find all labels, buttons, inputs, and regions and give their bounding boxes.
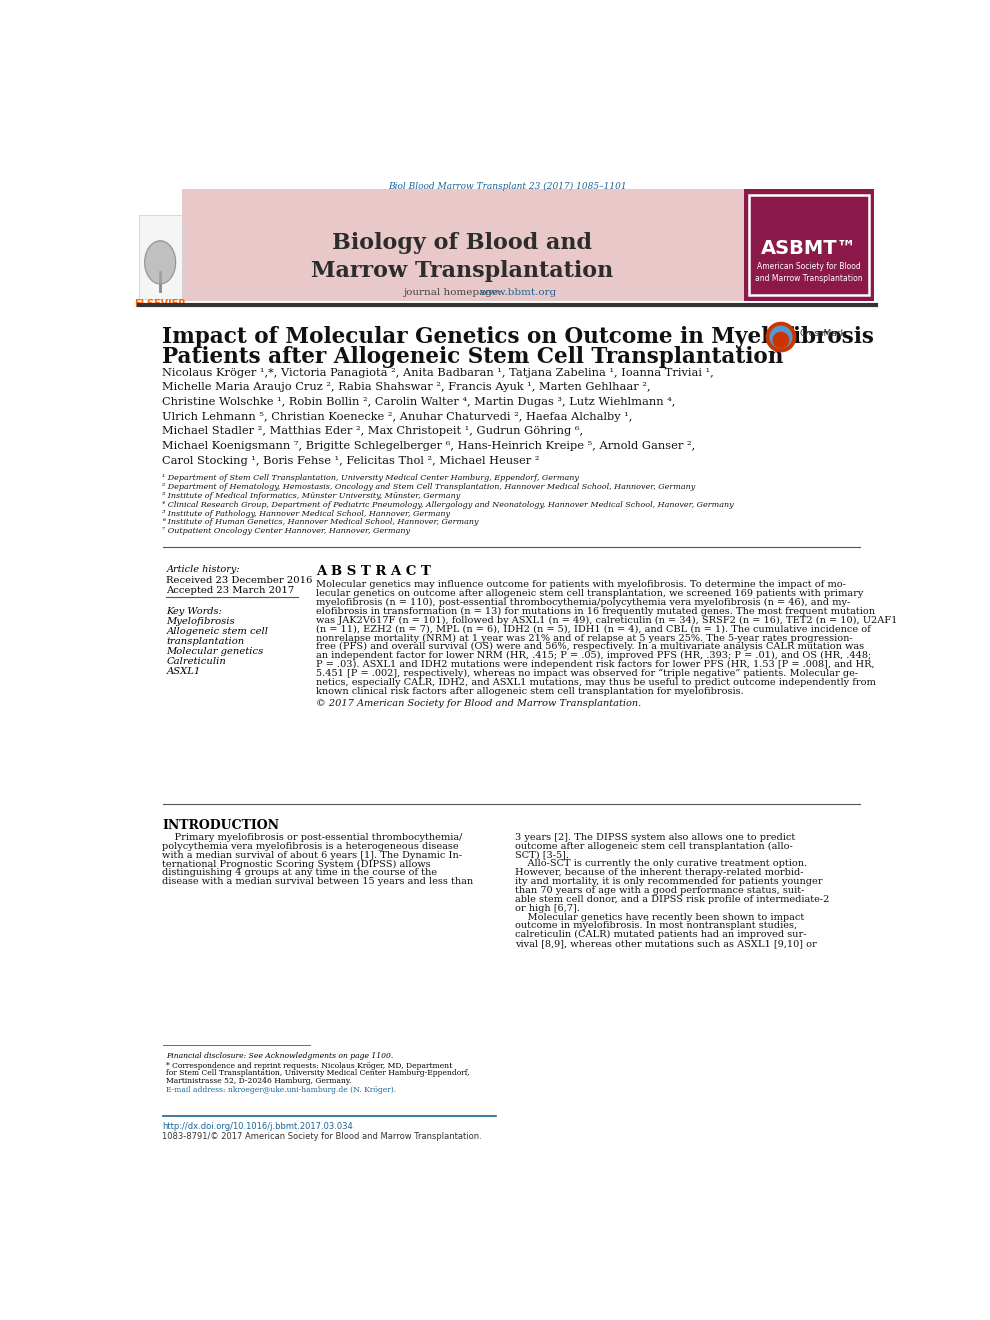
Text: calreticulin (CALR) mutated patients had an improved sur-: calreticulin (CALR) mutated patients had… bbox=[515, 931, 807, 940]
Text: ⁵ Institute of Pathology, Hannover Medical School, Hannover, Germany: ⁵ Institute of Pathology, Hannover Medic… bbox=[162, 510, 450, 517]
Text: ³ Institute of Medical Informatics, Münster University, Münster, Germany: ³ Institute of Medical Informatics, Müns… bbox=[162, 492, 460, 500]
Text: Martinistrasse 52, D-20246 Hamburg, Germany.: Martinistrasse 52, D-20246 Hamburg, Germ… bbox=[166, 1077, 351, 1085]
Text: (n = 11), EZH2 (n = 7), MPL (n = 6), IDH2 (n = 5), IDH1 (n = 4), and CBL (n = 1): (n = 11), EZH2 (n = 7), MPL (n = 6), IDH… bbox=[316, 624, 870, 634]
Text: than 70 years of age with a good performance status, suit-: than 70 years of age with a good perform… bbox=[515, 886, 805, 895]
Text: transplantation: transplantation bbox=[166, 638, 245, 647]
Text: nonrelapse mortality (NRM) at 1 year was 21% and of relapse at 5 years 25%. The : nonrelapse mortality (NRM) at 1 year was… bbox=[316, 634, 852, 643]
Text: Nicolaus Kröger ¹,*, Victoria Panagiota ², Anita Badbaran ¹, Tatjana Zabelina ¹,: Nicolaus Kröger ¹,*, Victoria Panagiota … bbox=[162, 368, 714, 378]
Text: Christine Wolschke ¹, Robin Bollin ², Carolin Walter ⁴, Martin Dugas ³, Lutz Wie: Christine Wolschke ¹, Robin Bollin ², Ca… bbox=[162, 397, 676, 407]
Text: ² Department of Hematology, Hemostasis, Oncology and Stem Cell Transplantation, : ² Department of Hematology, Hemostasis, … bbox=[162, 483, 696, 491]
Text: Received 23 December 2016: Received 23 December 2016 bbox=[166, 576, 313, 585]
Circle shape bbox=[766, 322, 796, 351]
Bar bbox=[749, 194, 868, 296]
Polygon shape bbox=[145, 240, 175, 284]
Text: journal homepage:: journal homepage: bbox=[403, 288, 508, 297]
Text: free (PFS) and overall survival (OS) were and 56%, respectively. In a multivaria: free (PFS) and overall survival (OS) wer… bbox=[316, 643, 864, 652]
Text: A B S T R A C T: A B S T R A C T bbox=[316, 565, 431, 578]
Text: P = .03). ASXL1 and IDH2 mutations were independent risk factors for lower PFS (: P = .03). ASXL1 and IDH2 mutations were … bbox=[316, 660, 874, 669]
Text: Calreticulin: Calreticulin bbox=[166, 657, 227, 667]
Text: CrossMark: CrossMark bbox=[800, 330, 846, 338]
Text: Financial disclosure: See Acknowledgments on page 1100.: Financial disclosure: See Acknowledgment… bbox=[166, 1052, 394, 1060]
Text: Biol Blood Marrow Transplant 23 (2017) 1085–1101: Biol Blood Marrow Transplant 23 (2017) 1… bbox=[388, 182, 627, 190]
Text: myelofibrosis (n = 110), post-essential thrombocythemia/polycythemia vera myelof: myelofibrosis (n = 110), post-essential … bbox=[316, 598, 850, 607]
Text: elofibrosis in transformation (n = 13) for mutations in 16 frequently mutated ge: elofibrosis in transformation (n = 13) f… bbox=[316, 607, 875, 616]
Text: able stem cell donor, and a DIPSS risk profile of intermediate-2: able stem cell donor, and a DIPSS risk p… bbox=[515, 895, 830, 904]
Text: Molecular genetics have recently been shown to impact: Molecular genetics have recently been sh… bbox=[515, 912, 804, 921]
Text: http://dx.doi.org/10.1016/j.bbmt.2017.03.034: http://dx.doi.org/10.1016/j.bbmt.2017.03… bbox=[162, 1122, 353, 1131]
Text: lecular genetics on outcome after allogeneic stem cell transplantation, we scree: lecular genetics on outcome after alloge… bbox=[316, 589, 863, 598]
Text: ELSEVIER: ELSEVIER bbox=[135, 298, 186, 309]
Text: Molecular genetics: Molecular genetics bbox=[166, 647, 263, 656]
Text: Carol Stocking ¹, Boris Fehse ¹, Felicitas Thol ², Michael Heuser ²: Carol Stocking ¹, Boris Fehse ¹, Felicit… bbox=[162, 455, 540, 466]
Text: SCT) [3-5].: SCT) [3-5]. bbox=[515, 850, 569, 859]
Text: Allo-SCT is currently the only curative treatment option.: Allo-SCT is currently the only curative … bbox=[515, 859, 807, 869]
Circle shape bbox=[770, 326, 792, 348]
Text: distinguishing 4 groups at any time in the course of the: distinguishing 4 groups at any time in t… bbox=[162, 869, 438, 878]
Text: Impact of Molecular Genetics on Outcome in Myelofibrosis: Impact of Molecular Genetics on Outcome … bbox=[162, 326, 874, 348]
Text: 1083-8791/© 2017 American Society for Blood and Marrow Transplantation.: 1083-8791/© 2017 American Society for Bl… bbox=[162, 1131, 482, 1140]
Text: was JAK2V617F (n = 101), followed by ASXL1 (n = 49), calreticulin (n = 34), SRSF: was JAK2V617F (n = 101), followed by ASX… bbox=[316, 615, 897, 624]
Text: Michelle Maria Araujo Cruz ², Rabia Shahswar ², Francis Ayuk ¹, Marten Gehlhaar : Michelle Maria Araujo Cruz ², Rabia Shah… bbox=[162, 383, 651, 392]
Text: polycythemia vera myelofibrosis is a heterogeneous disease: polycythemia vera myelofibrosis is a het… bbox=[162, 842, 459, 851]
Text: Michael Stadler ², Matthias Eder ², Max Christopeit ¹, Gudrun Göhring ⁶,: Michael Stadler ², Matthias Eder ², Max … bbox=[162, 426, 584, 437]
Text: outcome in myelofibrosis. In most nontransplant studies,: outcome in myelofibrosis. In most nontra… bbox=[515, 921, 797, 931]
Text: American Society for Blood
and Marrow Transplantation: American Society for Blood and Marrow Tr… bbox=[755, 261, 862, 282]
Text: Myelofibrosis: Myelofibrosis bbox=[166, 618, 235, 626]
Text: ASBMT™: ASBMT™ bbox=[760, 239, 857, 259]
Text: © 2017 American Society for Blood and Marrow Transplantation.: © 2017 American Society for Blood and Ma… bbox=[316, 698, 642, 708]
Text: Michael Koenigsmann ⁷, Brigitte Schlegelberger ⁶, Hans-Heinrich Kreipe ⁵, Arnold: Michael Koenigsmann ⁷, Brigitte Schlegel… bbox=[162, 441, 696, 451]
Text: vival [8,9], whereas other mutations such as ASXL1 [9,10] or: vival [8,9], whereas other mutations suc… bbox=[515, 940, 817, 948]
Bar bbox=[743, 189, 874, 301]
Text: Patients after Allogeneic Stem Cell Transplantation: Patients after Allogeneic Stem Cell Tran… bbox=[162, 346, 784, 368]
Text: with a median survival of about 6 years [1]. The Dynamic In-: with a median survival of about 6 years … bbox=[162, 850, 462, 859]
Text: Accepted 23 March 2017: Accepted 23 March 2017 bbox=[166, 586, 295, 595]
Text: * Correspondence and reprint requests: Nicolaus Kröger, MD, Department: * Correspondence and reprint requests: N… bbox=[166, 1061, 452, 1069]
Text: netics, especially CALR, IDH2, and ASXL1 mutations, may thus be useful to predic: netics, especially CALR, IDH2, and ASXL1… bbox=[316, 677, 876, 686]
Text: E-mail address: nkroeger@uke.uni-hamburg.de (N. Kröger).: E-mail address: nkroeger@uke.uni-hamburg… bbox=[166, 1086, 397, 1094]
Text: However, because of the inherent therapy-related morbid-: However, because of the inherent therapy… bbox=[515, 869, 804, 878]
Text: Allogeneic stem cell: Allogeneic stem cell bbox=[166, 627, 268, 636]
Text: or high [6,7].: or high [6,7]. bbox=[515, 904, 580, 912]
Text: Key Words:: Key Words: bbox=[166, 607, 222, 615]
Text: outcome after allogeneic stem cell transplantation (allo-: outcome after allogeneic stem cell trans… bbox=[515, 842, 793, 851]
Bar bbox=[140, 215, 182, 298]
Text: Biology of Blood and
Marrow Transplantation: Biology of Blood and Marrow Transplantat… bbox=[311, 231, 614, 282]
Text: for Stem Cell Transplantation, University Medical Center Hamburg-Eppendorf,: for Stem Cell Transplantation, Universit… bbox=[166, 1069, 470, 1077]
Text: Molecular genetics may influence outcome for patients with myelofibrosis. To det: Molecular genetics may influence outcome… bbox=[316, 581, 845, 589]
Text: ⁶ Institute of Human Genetics, Hannover Medical School, Hannover, Germany: ⁶ Institute of Human Genetics, Hannover … bbox=[162, 519, 479, 527]
Text: 3 years [2]. The DIPSS system also allows one to predict: 3 years [2]. The DIPSS system also allow… bbox=[515, 833, 795, 842]
Bar bbox=[182, 189, 743, 301]
Text: known clinical risk factors after allogeneic stem cell transplantation for myelo: known clinical risk factors after alloge… bbox=[316, 686, 743, 696]
Text: Primary myelofibrosis or post-essential thrombocythemia/: Primary myelofibrosis or post-essential … bbox=[162, 833, 463, 842]
Text: disease with a median survival between 15 years and less than: disease with a median survival between 1… bbox=[162, 878, 473, 886]
Text: ⁷ Outpatient Oncology Center Hannover, Hannover, Germany: ⁷ Outpatient Oncology Center Hannover, H… bbox=[162, 527, 411, 535]
Text: ASXL1: ASXL1 bbox=[166, 668, 201, 676]
Text: an independent factor for lower NRM (HR, .415; P = .05), improved PFS (HR, .393;: an independent factor for lower NRM (HR,… bbox=[316, 651, 871, 660]
Text: ¹ Department of Stem Cell Transplantation, University Medical Center Hamburg, Ep: ¹ Department of Stem Cell Transplantatio… bbox=[162, 474, 579, 482]
Text: ternational Prognostic Scoring System (DIPSS) allows: ternational Prognostic Scoring System (D… bbox=[162, 859, 432, 869]
Circle shape bbox=[773, 333, 789, 348]
Text: ⁴ Clinical Research Group, Department of Pediatric Pneumology, Allergology and N: ⁴ Clinical Research Group, Department of… bbox=[162, 500, 735, 508]
Text: ity and mortality, it is only recommended for patients younger: ity and mortality, it is only recommende… bbox=[515, 878, 823, 886]
Text: www.bbmt.org: www.bbmt.org bbox=[480, 288, 557, 297]
Text: 5.451 [P = .002], respectively), whereas no impact was observed for “triple nega: 5.451 [P = .002], respectively), whereas… bbox=[316, 669, 858, 678]
Text: Article history:: Article history: bbox=[166, 565, 240, 574]
Text: Ulrich Lehmann ⁵, Christian Koenecke ², Anuhar Chaturvedi ², Haefaa Alchalby ¹,: Ulrich Lehmann ⁵, Christian Koenecke ², … bbox=[162, 412, 633, 421]
Text: INTRODUCTION: INTRODUCTION bbox=[162, 818, 279, 832]
